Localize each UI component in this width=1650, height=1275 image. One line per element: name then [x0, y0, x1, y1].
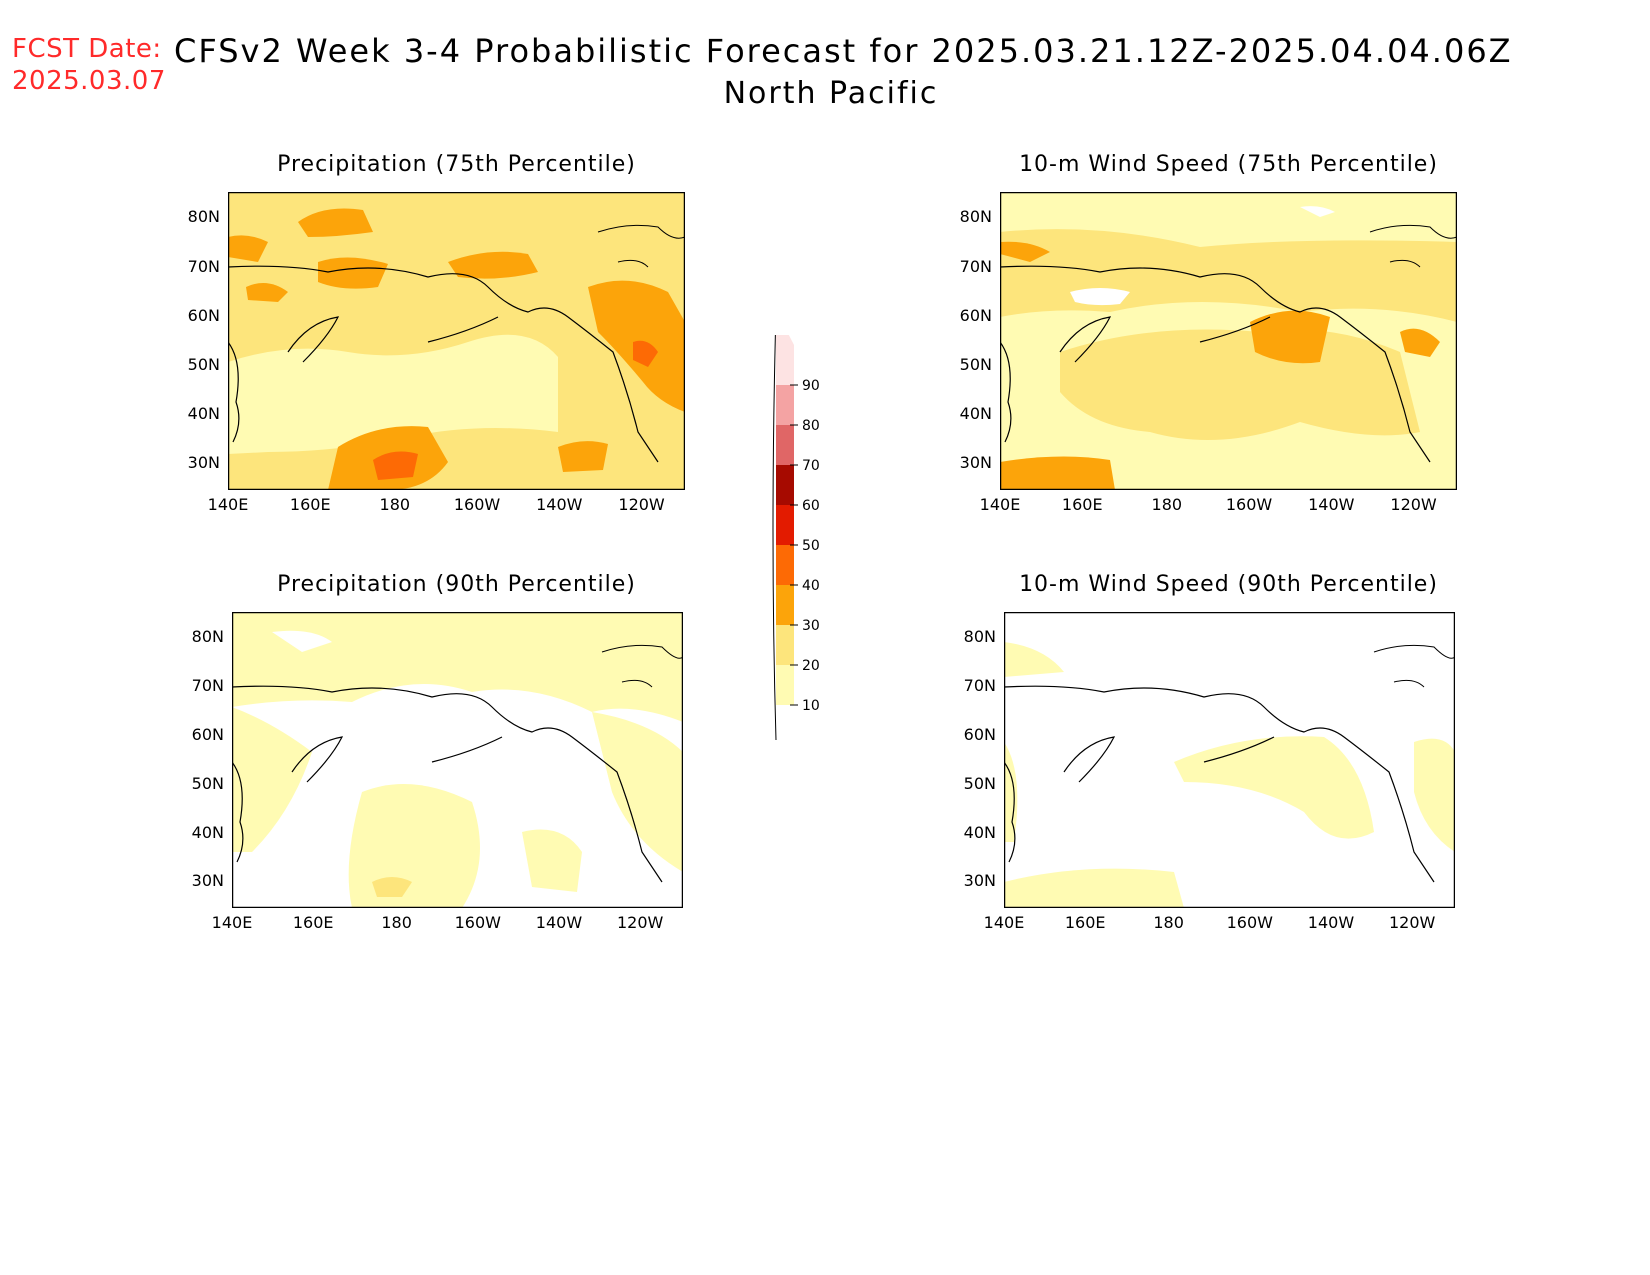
- map-wind-75: [999, 191, 1458, 491]
- lat-tick-label: 50N: [191, 773, 224, 793]
- lon-tick-label: 120W: [1388, 913, 1436, 932]
- colorbar-label: 90: [802, 378, 820, 394]
- panel-title-precip-75: Precipitation (75th Percentile): [277, 152, 636, 177]
- colorbar-segment: [776, 425, 794, 465]
- main-title: CFSv2 Week 3-4 Probabilistic Forecast fo…: [174, 32, 1513, 70]
- colorbar-label: 10: [802, 698, 820, 714]
- colorbar-segment: [776, 465, 794, 505]
- colorbar-label: 50: [802, 538, 820, 554]
- lon-tick-label: 140W: [535, 913, 583, 932]
- lon-tick-label: 120W: [616, 913, 664, 932]
- map-precip-90: [231, 611, 684, 909]
- lat-tick-label: 80N: [959, 207, 992, 227]
- colorbar: 10 20 30 40 50 60 70 80 90: [770, 309, 870, 741]
- lat-tick-label: 70N: [959, 256, 992, 276]
- colorbar-label: 40: [802, 578, 820, 594]
- panel-title-wind-90: 10-m Wind Speed (90th Percentile): [1019, 572, 1438, 597]
- lat-tick-label: 50N: [959, 354, 992, 374]
- colorbar-segment: [776, 345, 794, 385]
- colorbar-segment: [776, 665, 794, 705]
- colorbar-segment: [776, 385, 794, 425]
- colorbar-label: 80: [802, 418, 820, 434]
- lat-tick-label: 30N: [963, 871, 996, 891]
- lon-tick-label: 160E: [1064, 913, 1106, 932]
- map-precip-75: [227, 191, 686, 491]
- lat-tick-label: 30N: [959, 453, 992, 473]
- colorbar-segment: [776, 505, 794, 545]
- colorbar-top-arrow: [776, 310, 794, 345]
- lat-tick-label: 40N: [191, 822, 224, 842]
- lon-tick-label: 140E: [207, 495, 249, 514]
- lat-tick-label: 60N: [191, 724, 224, 744]
- colorbar-segment: [776, 585, 794, 625]
- lon-tick-label: 140E: [983, 913, 1025, 932]
- colorbar-label: 60: [802, 498, 820, 514]
- lat-tick-label: 40N: [187, 404, 220, 423]
- lon-tick-label: 160W: [1226, 913, 1273, 932]
- lon-tick-label: 140E: [211, 913, 253, 932]
- colorbar-label: 20: [802, 658, 820, 674]
- lat-tick-label: 70N: [191, 676, 224, 695]
- lon-tick-label: 160W: [454, 913, 501, 932]
- lat-tick-label: 80N: [963, 627, 996, 647]
- lat-tick-label: 80N: [191, 627, 224, 647]
- lon-tick-label: 180: [381, 913, 412, 932]
- lon-tick-label: 160E: [292, 913, 334, 932]
- lon-tick-label: 160W: [453, 495, 501, 514]
- panel-title-wind-75: 10-m Wind Speed (75th Percentile): [1019, 152, 1438, 177]
- lon-tick-label: 160W: [1225, 495, 1273, 514]
- lon-tick-label: 120W: [618, 495, 665, 514]
- lon-tick-label: 180: [1153, 913, 1184, 932]
- lon-tick-label: 160E: [1061, 495, 1103, 514]
- lon-tick-label: 180: [1151, 495, 1183, 514]
- panel-title-precip-90: Precipitation (90th Percentile): [277, 572, 636, 597]
- fcst-date-value: 2025.03.07: [12, 66, 166, 96]
- lon-tick-label: 140W: [1307, 913, 1355, 932]
- colorbar-label: 70: [802, 458, 820, 474]
- colorbar-segment: [776, 545, 794, 585]
- lon-tick-label: 140E: [979, 495, 1021, 514]
- colorbar-outline: [772, 309, 777, 741]
- lat-tick-label: 40N: [963, 822, 996, 842]
- lat-tick-label: 60N: [187, 305, 220, 325]
- lat-tick-label: 70N: [187, 256, 220, 276]
- lat-tick-label: 40N: [959, 404, 992, 423]
- lat-tick-label: 70N: [963, 676, 996, 695]
- region-subtitle: North Pacific: [723, 76, 939, 111]
- lat-tick-label: 50N: [187, 354, 220, 374]
- lat-tick-label: 60N: [963, 724, 996, 744]
- lon-tick-label: 160E: [289, 495, 331, 514]
- fcst-date-label: FCST Date:: [12, 34, 162, 64]
- lat-tick-label: 30N: [187, 453, 220, 473]
- colorbar-label: 30: [802, 618, 820, 634]
- lon-tick-label: 120W: [1390, 495, 1437, 514]
- lat-tick-label: 80N: [187, 207, 220, 227]
- lat-tick-label: 30N: [191, 871, 224, 891]
- lat-tick-label: 50N: [963, 773, 996, 793]
- lon-tick-label: 140W: [536, 495, 583, 514]
- lon-tick-label: 180: [379, 495, 411, 514]
- lon-tick-label: 140W: [1308, 495, 1355, 514]
- colorbar-segment: [776, 625, 794, 665]
- map-wind-90: [1003, 611, 1456, 909]
- lat-tick-label: 60N: [959, 305, 992, 325]
